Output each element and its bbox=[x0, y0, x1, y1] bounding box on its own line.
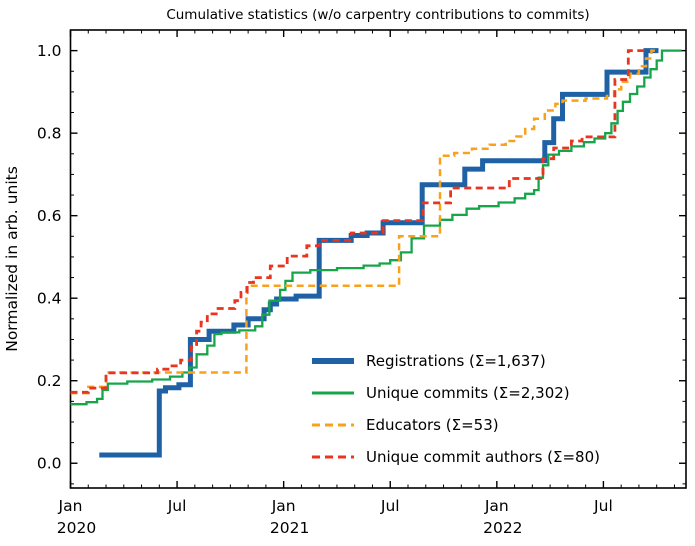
chart-title: Cumulative statistics (w/o carpentry con… bbox=[166, 7, 589, 23]
axes-frame bbox=[69, 29, 687, 489]
x-tick-label: Jan bbox=[58, 497, 83, 515]
x-tick-year-label: 2021 bbox=[270, 519, 309, 537]
legend-label-registrations: Registrations (Σ=1,637) bbox=[366, 352, 546, 370]
series-unique_commit_authors-line bbox=[70, 49, 648, 394]
y-tick-label: 0.8 bbox=[37, 125, 62, 143]
y-tick-label: 0.6 bbox=[37, 207, 62, 225]
legend-label-unique_commit_authors: Unique commit authors (Σ=80) bbox=[366, 448, 600, 466]
legend-label-unique_commits: Unique commits (Σ=2,302) bbox=[366, 384, 570, 402]
x-tick-label: Jul bbox=[593, 497, 613, 515]
y-tick-label: 0.2 bbox=[37, 372, 62, 390]
legend-item-unique_commits: Unique commits (Σ=2,302) bbox=[312, 384, 570, 402]
legend-label-educators: Educators (Σ=53) bbox=[366, 416, 499, 434]
y-tick-label: 0.0 bbox=[37, 455, 62, 473]
legend-item-unique_commit_authors: Unique commit authors (Σ=80) bbox=[312, 448, 600, 466]
y-tick-label: 0.4 bbox=[37, 290, 62, 308]
plot-area: Jan 2020 Jul Jan 2021 Jul Jan 2022 Jul 0.0 0.2 0.4 0… bbox=[37, 29, 687, 537]
legend-item-registrations: Registrations (Σ=1,637) bbox=[312, 352, 546, 370]
legend-item-educators: Educators (Σ=53) bbox=[312, 416, 499, 434]
series-educators-line bbox=[70, 49, 655, 395]
x-tick-label: Jul bbox=[380, 497, 400, 515]
series-unique_commits-line bbox=[70, 49, 682, 406]
x-tick-year-label: 2022 bbox=[483, 519, 522, 537]
x-tick-label: Jul bbox=[167, 497, 187, 515]
y-axis-label: Normalized in arb. units bbox=[3, 166, 21, 352]
legend: Registrations (Σ=1,637) Unique commits (Σ… bbox=[312, 352, 600, 466]
x-tick-label: Jan bbox=[271, 497, 296, 515]
x-tick-year-label: 2020 bbox=[57, 519, 96, 537]
x-tick-label: Jan bbox=[484, 497, 509, 515]
y-tick-label: 1.0 bbox=[37, 42, 62, 60]
